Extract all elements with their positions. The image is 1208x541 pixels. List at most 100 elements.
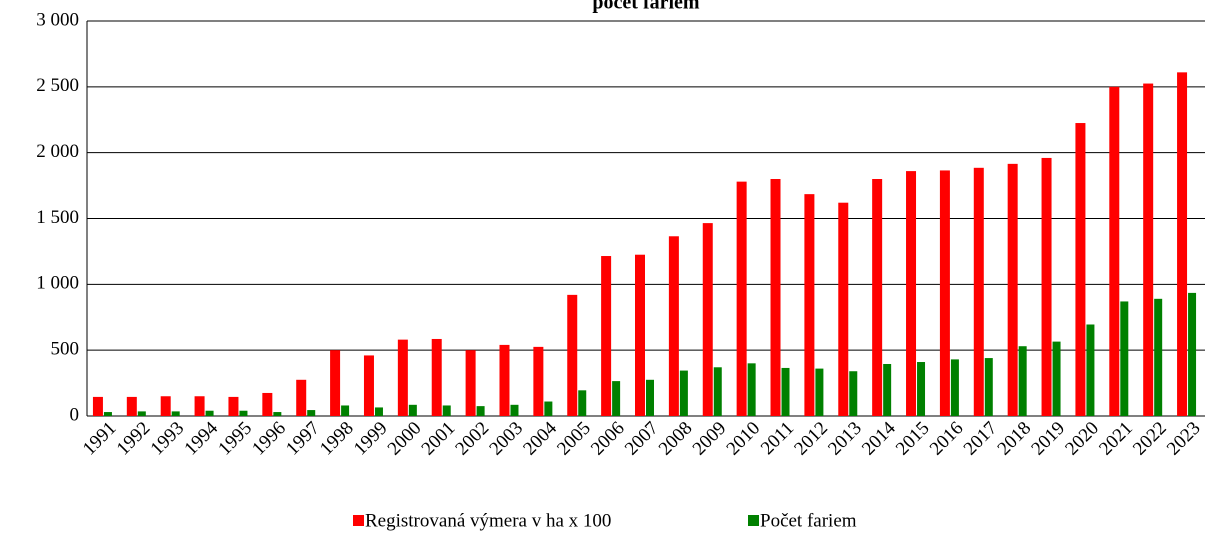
bar bbox=[1120, 301, 1129, 416]
x-tick-label: 2021 bbox=[1095, 418, 1137, 460]
legend-label: Registrovaná výmera v ha x 100 bbox=[365, 510, 611, 531]
bar bbox=[476, 406, 485, 416]
bar bbox=[330, 350, 341, 416]
x-tick-label: 2018 bbox=[994, 418, 1036, 460]
bar bbox=[1154, 298, 1163, 416]
x-tick-label: 2003 bbox=[485, 418, 527, 460]
bar bbox=[679, 370, 688, 416]
x-tick-label: 1998 bbox=[316, 418, 358, 460]
y-tick-label: 1 000 bbox=[36, 273, 79, 294]
bar bbox=[578, 390, 587, 416]
bar bbox=[533, 346, 544, 416]
bar bbox=[1143, 83, 1154, 417]
bar bbox=[341, 405, 350, 416]
x-tick-label: 1995 bbox=[214, 418, 256, 460]
x-tick-label: 2009 bbox=[689, 418, 731, 460]
bar bbox=[431, 338, 442, 416]
x-tick-label: 2011 bbox=[757, 418, 798, 459]
x-tick-label: 2016 bbox=[926, 418, 968, 460]
bar bbox=[103, 412, 112, 416]
bar bbox=[781, 367, 790, 416]
y-tick-label: 0 bbox=[70, 404, 80, 425]
bar bbox=[917, 362, 926, 416]
x-tick-label: 2014 bbox=[858, 417, 900, 459]
x-tick-label: 2010 bbox=[723, 418, 765, 460]
bar bbox=[804, 194, 815, 416]
x-tick-label: 2006 bbox=[587, 418, 629, 460]
bar bbox=[1041, 157, 1052, 416]
bar bbox=[296, 379, 307, 416]
bar bbox=[950, 359, 959, 416]
x-tick-label: 2012 bbox=[790, 418, 832, 460]
bar bbox=[126, 396, 137, 416]
bar bbox=[815, 368, 824, 416]
bar bbox=[646, 379, 654, 416]
x-tick-label: 2008 bbox=[655, 418, 697, 460]
bar bbox=[465, 350, 476, 416]
bar bbox=[363, 355, 374, 416]
bar bbox=[713, 367, 722, 416]
x-tick-label: 2022 bbox=[1129, 418, 1171, 460]
x-tick-label: 2023 bbox=[1163, 418, 1205, 460]
x-tick-label: 2020 bbox=[1061, 418, 1103, 460]
bar bbox=[499, 344, 510, 416]
x-tick-label: 1994 bbox=[180, 417, 222, 459]
x-tick-label: 2007 bbox=[621, 418, 663, 460]
bar bbox=[973, 167, 984, 416]
bar bbox=[544, 401, 553, 416]
x-tick-label: 1993 bbox=[147, 418, 189, 460]
legend-swatch bbox=[748, 515, 759, 526]
bar bbox=[1177, 72, 1188, 416]
x-tick-label: 2005 bbox=[553, 418, 595, 460]
chart-title: počet fariem bbox=[592, 0, 700, 14]
legend-swatch bbox=[353, 515, 364, 526]
bar bbox=[770, 179, 781, 416]
y-tick-label: 2 000 bbox=[36, 141, 79, 162]
x-tick-label: 2001 bbox=[418, 418, 460, 460]
bar bbox=[171, 411, 180, 416]
y-tick-label: 500 bbox=[51, 339, 80, 360]
x-tick-label: 2013 bbox=[824, 418, 866, 460]
x-tick-label: 2002 bbox=[452, 418, 494, 460]
bar bbox=[1052, 341, 1061, 416]
bar bbox=[838, 202, 849, 416]
bar bbox=[702, 223, 713, 416]
bar bbox=[984, 358, 993, 416]
bar bbox=[601, 256, 612, 416]
bar bbox=[374, 407, 383, 416]
bar bbox=[262, 392, 273, 416]
bar bbox=[668, 236, 679, 416]
legend-label: Počet fariem bbox=[760, 510, 857, 531]
bar bbox=[239, 410, 248, 416]
bar bbox=[1018, 346, 1027, 416]
x-tick-label: 2015 bbox=[892, 418, 934, 460]
x-tick-label: 1999 bbox=[350, 418, 392, 460]
bar bbox=[872, 179, 883, 416]
x-tick-label: 2017 bbox=[960, 418, 1002, 460]
y-tick-label: 3 000 bbox=[36, 9, 79, 30]
bar bbox=[194, 396, 205, 416]
bar bbox=[160, 396, 171, 416]
bar bbox=[273, 412, 282, 416]
bar bbox=[137, 411, 146, 416]
x-tick-label: 2019 bbox=[1027, 418, 1069, 460]
bar bbox=[736, 181, 747, 416]
bar bbox=[408, 404, 417, 416]
bar bbox=[1188, 292, 1197, 416]
bar bbox=[510, 404, 519, 416]
x-tick-label: 2000 bbox=[384, 418, 426, 460]
y-tick-label: 1 500 bbox=[36, 207, 79, 228]
bar bbox=[205, 410, 214, 416]
bar bbox=[883, 363, 892, 416]
bar bbox=[397, 339, 408, 416]
bar bbox=[1086, 324, 1095, 416]
bar bbox=[635, 254, 645, 416]
x-tick-label: 1997 bbox=[282, 418, 324, 460]
bar bbox=[1109, 86, 1120, 416]
bar bbox=[939, 170, 950, 416]
bar bbox=[906, 171, 917, 416]
bar bbox=[849, 371, 858, 416]
x-tick-label: 1996 bbox=[248, 418, 290, 460]
bar bbox=[307, 410, 316, 416]
